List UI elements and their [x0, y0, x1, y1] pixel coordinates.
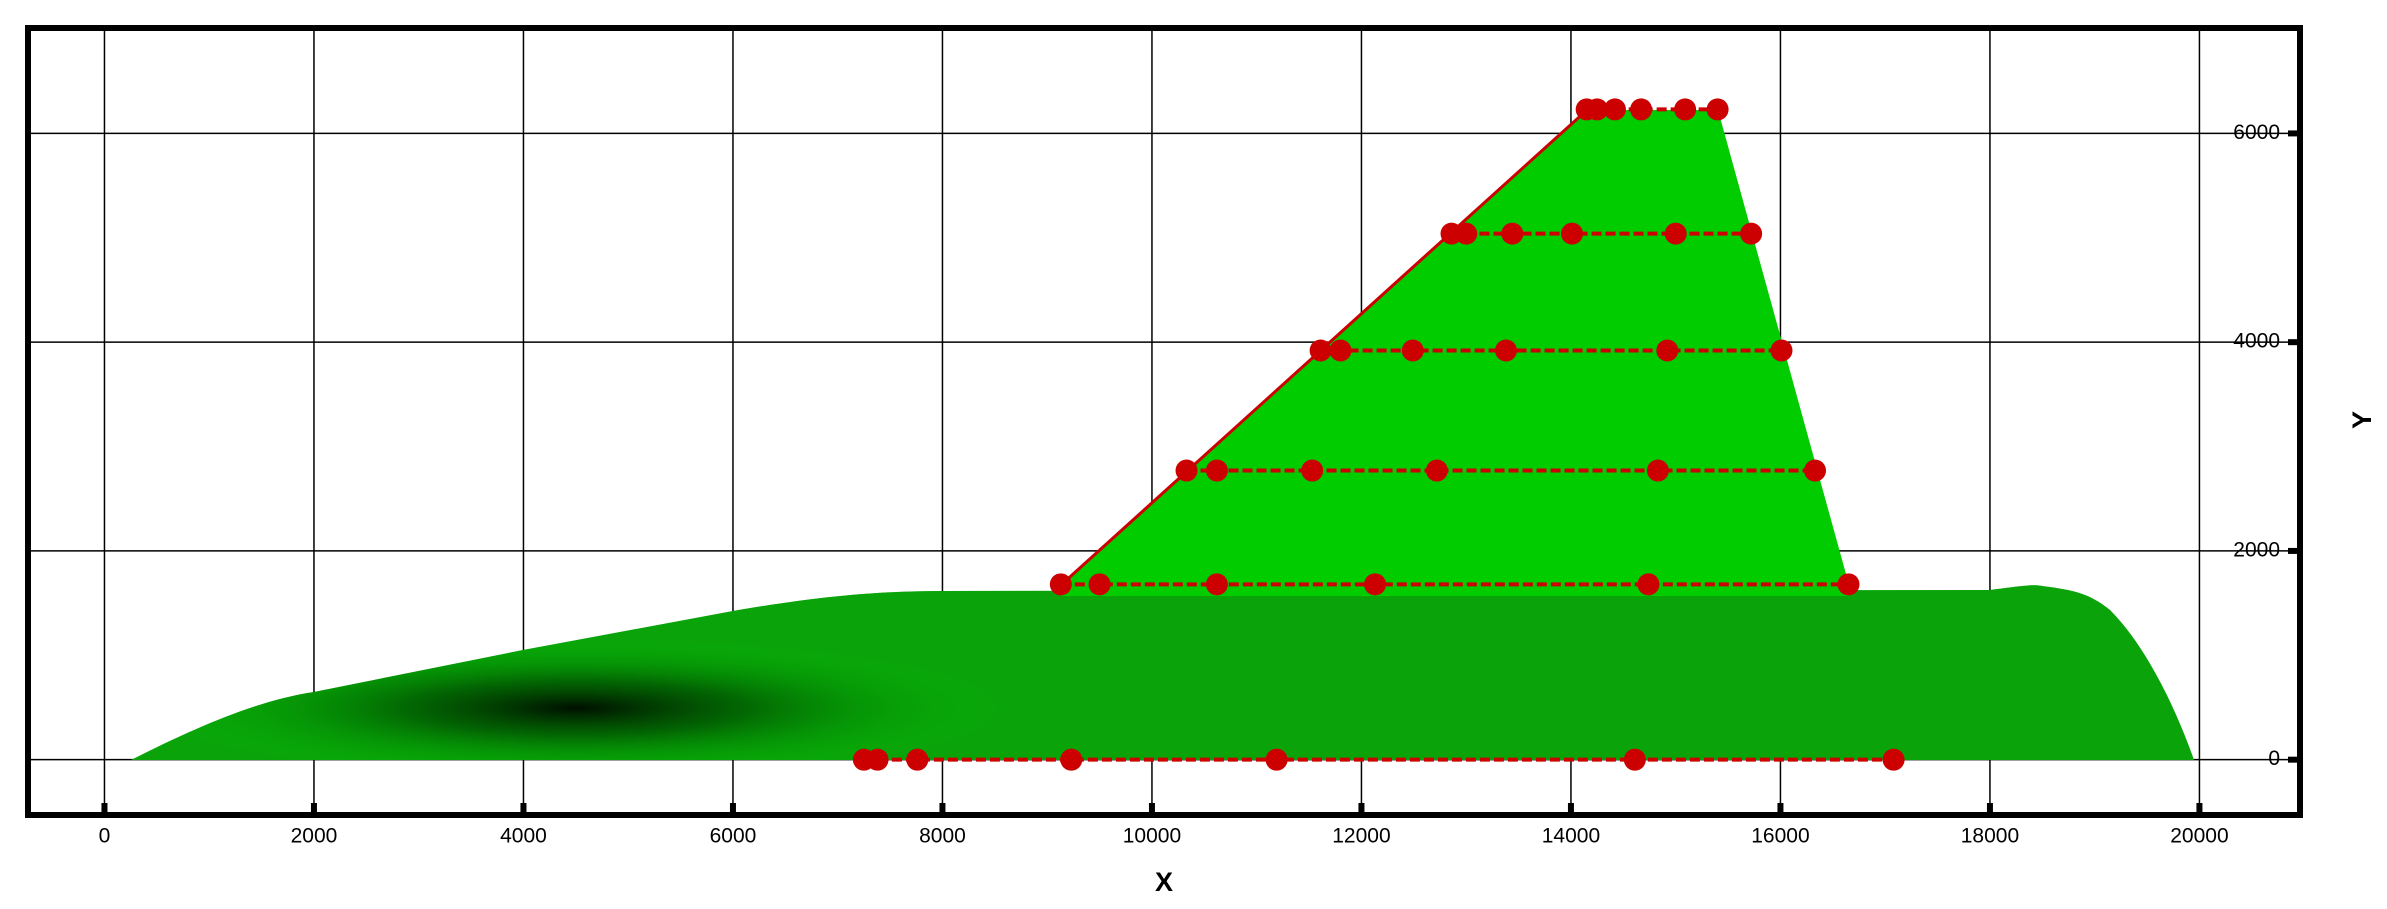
- point: [1740, 222, 1763, 245]
- x-axis-title: X: [1155, 867, 1173, 897]
- point: [1804, 459, 1827, 482]
- point: [1309, 339, 1332, 362]
- point: [1656, 339, 1679, 362]
- x-tick-label: 8000: [919, 825, 966, 848]
- point: [1637, 573, 1660, 596]
- x-tick-label: 14000: [1542, 825, 1600, 848]
- point: [1088, 573, 1111, 596]
- point: [1205, 573, 1228, 596]
- x-tick-label: 12000: [1332, 825, 1390, 848]
- point: [866, 748, 889, 771]
- fuselage-shading: [131, 585, 2194, 760]
- x-tick-label: 0: [99, 825, 111, 848]
- point: [1329, 339, 1352, 362]
- point: [1455, 222, 1478, 245]
- y-tick-label: 6000: [2233, 121, 2280, 144]
- point: [1301, 459, 1324, 482]
- x-tick-label: 6000: [710, 825, 757, 848]
- marks: [852, 98, 1905, 771]
- point: [1495, 339, 1518, 362]
- point: [1501, 222, 1524, 245]
- point: [1706, 98, 1729, 121]
- point: [1205, 459, 1228, 482]
- x-tick-label: 4000: [500, 825, 547, 848]
- y-tick-label: 4000: [2233, 330, 2280, 353]
- point: [906, 748, 929, 771]
- point: [1364, 573, 1387, 596]
- point: [1401, 339, 1424, 362]
- y-axis-title: Y: [2347, 411, 2377, 429]
- point: [1837, 573, 1860, 596]
- y-tick-label: 2000: [2233, 538, 2280, 561]
- plot-frame: [25, 25, 2303, 818]
- point: [1049, 573, 1072, 596]
- point: [1603, 98, 1626, 121]
- point: [1646, 459, 1669, 482]
- point: [1175, 459, 1198, 482]
- x-tick-label: 10000: [1123, 825, 1181, 848]
- point: [1560, 222, 1583, 245]
- y-tick-label: 0: [2268, 747, 2280, 770]
- point: [1882, 748, 1905, 771]
- point: [1265, 748, 1288, 771]
- point: [1630, 98, 1653, 121]
- point: [1770, 339, 1793, 362]
- point: [1664, 222, 1687, 245]
- point: [1060, 748, 1083, 771]
- point: [1586, 98, 1609, 121]
- x-tick-label: 20000: [2170, 825, 2228, 848]
- point: [1674, 98, 1697, 121]
- x-tick-label: 18000: [1961, 825, 2019, 848]
- x-tick-label: 2000: [291, 825, 338, 848]
- x-tick-label: 16000: [1751, 825, 1809, 848]
- point: [1623, 748, 1646, 771]
- point: [1425, 459, 1448, 482]
